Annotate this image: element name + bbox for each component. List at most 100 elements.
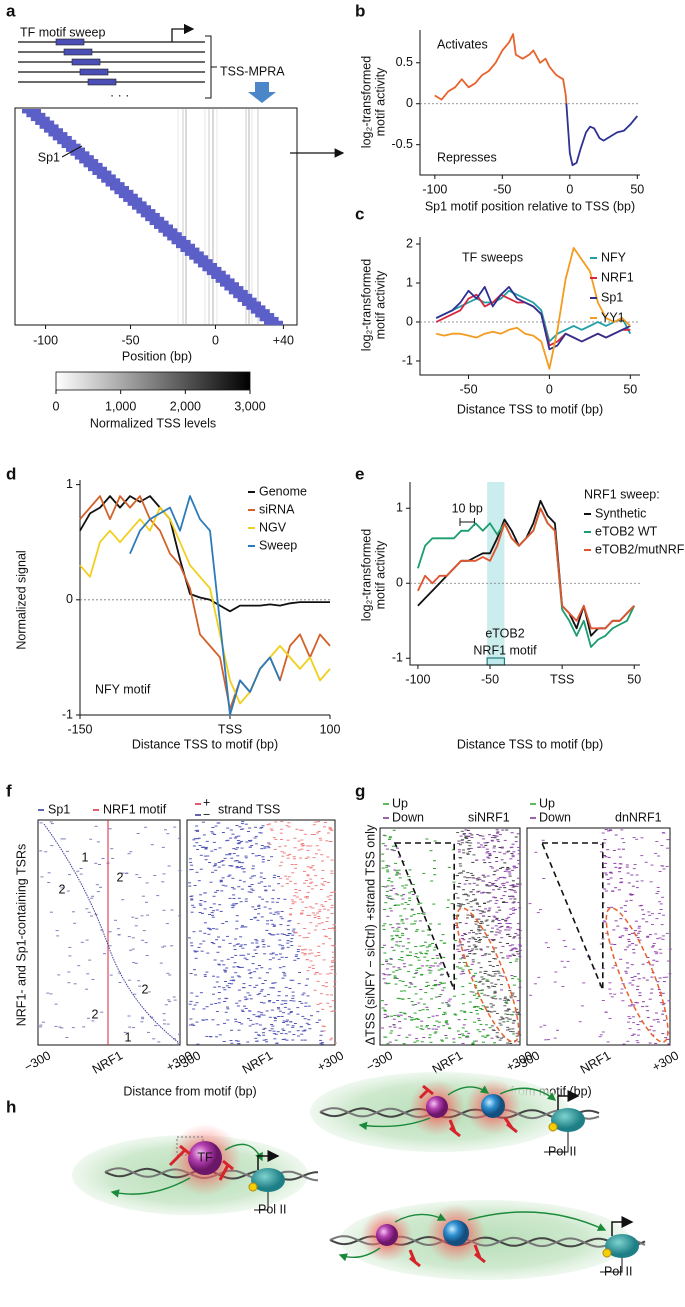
read-dot — [383, 1017, 387, 1018]
read-dot — [617, 889, 621, 891]
read-dot — [71, 1027, 75, 1029]
read-dot — [203, 855, 207, 857]
read-dot — [469, 1012, 473, 1013]
read-dot — [261, 941, 265, 943]
repression-mark — [473, 1244, 486, 1264]
read-dot — [235, 866, 239, 867]
read-dot — [295, 954, 299, 956]
read-dot — [409, 915, 413, 917]
legend-label: YY1 — [601, 310, 625, 324]
read-dot — [496, 1037, 500, 1039]
read-dot — [493, 916, 497, 918]
read-dot — [221, 923, 225, 924]
read-dot — [188, 1003, 192, 1005]
read-dot — [471, 889, 475, 891]
read-dot — [511, 912, 515, 914]
read-dot — [508, 955, 512, 957]
read-dot — [138, 985, 142, 987]
read-dot — [240, 966, 244, 968]
heatmap-band — [145, 216, 165, 222]
read-dot — [557, 928, 561, 930]
read-dot — [277, 883, 281, 885]
read-dot — [464, 965, 468, 967]
read-dot — [503, 999, 507, 1001]
read-dot — [248, 1025, 252, 1027]
read-dot — [253, 917, 257, 919]
read-dot — [162, 873, 166, 875]
read-dot — [256, 994, 260, 996]
read-dot — [655, 841, 659, 842]
read-dot — [475, 859, 478, 861]
read-dot — [484, 844, 488, 846]
read-dot — [260, 989, 264, 991]
read-dot — [421, 1009, 425, 1011]
read-dot — [273, 982, 277, 984]
read-dot — [518, 944, 522, 946]
read-dot — [232, 894, 236, 896]
read-dot — [507, 850, 511, 852]
read-dot — [460, 944, 464, 946]
read-dot — [463, 1011, 467, 1013]
read-dot — [150, 844, 154, 846]
read-dot — [99, 886, 102, 888]
read-dot — [265, 1041, 269, 1043]
read-dot — [621, 935, 625, 937]
read-dot — [293, 883, 297, 885]
read-dot — [287, 826, 291, 828]
read-dot — [501, 975, 505, 977]
read-dot — [413, 920, 417, 922]
read-dot — [481, 1005, 485, 1007]
read-dot — [218, 1034, 222, 1036]
legend-label: Sp1 — [601, 290, 623, 304]
read-dot — [422, 913, 426, 915]
read-dot — [392, 1024, 396, 1025]
read-dot — [280, 1016, 284, 1017]
y-tick-label: 0 — [66, 592, 73, 606]
series-line — [79, 495, 330, 613]
read-dot — [666, 847, 670, 849]
read-dot — [269, 987, 273, 989]
region-number: 2 — [92, 1007, 99, 1021]
read-dot — [304, 857, 308, 859]
read-dot — [222, 964, 226, 966]
read-dot — [638, 992, 642, 994]
read-dot — [634, 944, 638, 946]
motif-box — [486, 657, 506, 666]
read-dot — [82, 1026, 86, 1028]
panel-label: a — [6, 1, 16, 20]
read-dot — [306, 850, 310, 851]
read-dot — [427, 984, 430, 986]
read-dot — [637, 1029, 641, 1031]
read-dot — [238, 862, 242, 863]
read-dot — [260, 967, 264, 969]
read-dot — [304, 1005, 308, 1007]
read-dot — [251, 853, 255, 855]
read-dot — [383, 923, 387, 925]
read-dot — [466, 829, 470, 831]
read-dot — [206, 855, 210, 857]
read-dot — [471, 991, 475, 993]
read-dot — [486, 1010, 490, 1012]
read-dot — [511, 1014, 514, 1016]
read-dot — [297, 1035, 300, 1037]
read-dot — [289, 913, 292, 915]
read-dot — [478, 939, 482, 940]
read-dot — [203, 847, 206, 848]
read-dot — [291, 872, 295, 874]
read-dot — [500, 989, 503, 991]
read-dot — [161, 846, 165, 848]
read-dot — [636, 1024, 640, 1025]
read-dot — [427, 969, 431, 971]
read-dot — [398, 968, 402, 970]
read-dot — [424, 952, 428, 954]
read-dot — [483, 903, 486, 904]
read-dot — [483, 876, 487, 878]
read-dot — [516, 1000, 520, 1002]
read-dot — [306, 891, 310, 893]
read-dot — [247, 953, 250, 955]
read-dot — [614, 920, 618, 922]
read-dot — [381, 964, 385, 965]
read-dot — [403, 990, 407, 992]
read-dot — [322, 1025, 326, 1027]
read-dot — [60, 838, 64, 840]
